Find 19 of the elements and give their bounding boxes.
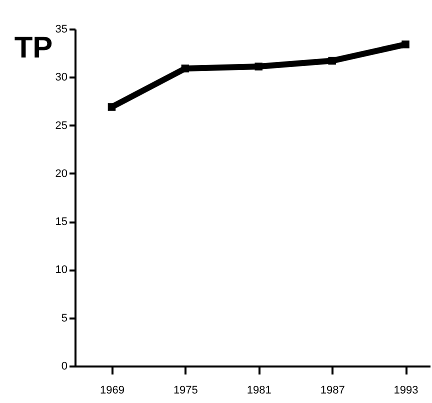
x-tick-label: 1969 bbox=[100, 384, 124, 396]
y-tick-label: 30 bbox=[55, 72, 68, 84]
x-tick-label: 1975 bbox=[173, 384, 198, 396]
y-tick-label: 15 bbox=[55, 216, 68, 228]
point bbox=[181, 64, 190, 72]
y-tick-label: 35 bbox=[55, 24, 68, 36]
point bbox=[328, 56, 336, 65]
point bbox=[254, 62, 262, 70]
y-tick-label: 25 bbox=[55, 120, 68, 132]
y-axis-title: TP bbox=[14, 32, 53, 64]
y-tick-label: 20 bbox=[55, 168, 68, 180]
x-tick-label: 1981 bbox=[246, 384, 272, 396]
point bbox=[108, 103, 116, 111]
point bbox=[402, 40, 410, 48]
x-tick-label: 1987 bbox=[320, 384, 345, 396]
x-tick-label: 1993 bbox=[394, 384, 418, 396]
y-tick-label: 10 bbox=[55, 264, 68, 276]
y-tick-label: 0 bbox=[61, 360, 68, 372]
y-tick-label: 5 bbox=[61, 312, 68, 324]
